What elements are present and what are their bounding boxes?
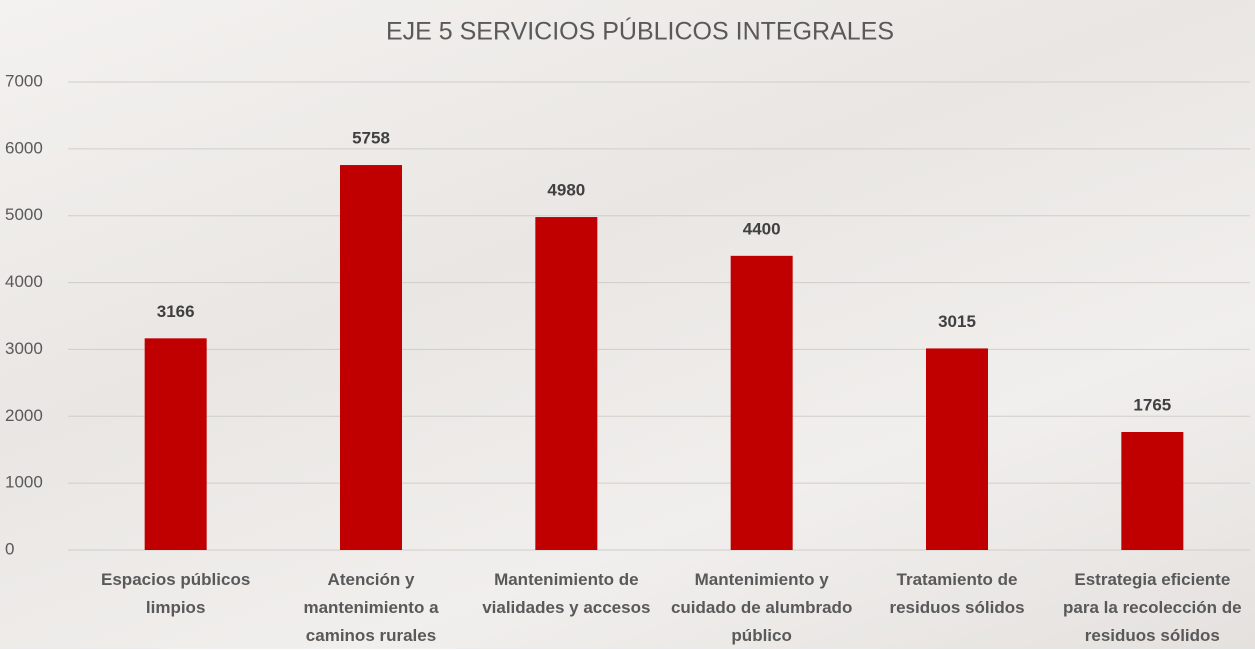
bar — [145, 338, 207, 550]
data-label: 5758 — [352, 129, 390, 148]
x-tick-label: Espacios públicos limpios — [79, 566, 273, 622]
data-label: 4400 — [743, 219, 781, 238]
y-tick-label: 3000 — [5, 339, 43, 358]
y-tick-label: 0 — [5, 539, 14, 558]
x-tick-label: Estrategia eficiente para la recolección… — [1055, 566, 1249, 650]
chart-title: EJE 5 SERVICIOS PÚBLICOS INTEGRALES — [386, 17, 894, 46]
bar — [731, 256, 793, 550]
x-tick-label: Tratamiento de residuos sólidos — [860, 566, 1054, 622]
y-tick-label: 7000 — [5, 71, 43, 90]
y-tick-label: 1000 — [5, 473, 43, 492]
y-tick-label: 4000 — [5, 272, 43, 291]
data-label: 4980 — [547, 181, 585, 200]
y-tick-label: 6000 — [5, 138, 43, 157]
chart: EJE 5 SERVICIOS PÚBLICOS INTEGRALES 0 100… — [0, 0, 1255, 649]
bar — [535, 217, 597, 550]
y-tick-label: 5000 — [5, 205, 43, 224]
data-label: 3015 — [938, 312, 976, 331]
data-label: 1765 — [1133, 395, 1171, 414]
x-tick-label: Mantenimiento y cuidado de alumbrado púb… — [665, 566, 859, 650]
data-label: 3166 — [157, 302, 195, 321]
x-tick-label: Mantenimiento de vialidades y accesos — [469, 566, 663, 622]
bar — [926, 348, 988, 550]
bar — [340, 165, 402, 550]
bar — [1121, 432, 1183, 550]
y-tick-label: 2000 — [5, 406, 43, 425]
x-tick-label: Atención y mantenimiento a caminos rural… — [274, 566, 468, 650]
chart-container: EJE 5 SERVICIOS PÚBLICOS INTEGRALES 0 100… — [0, 0, 1255, 649]
